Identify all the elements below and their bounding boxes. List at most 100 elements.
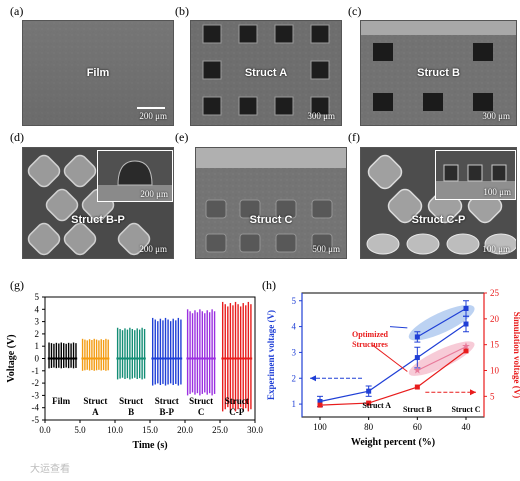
y-tick-label: 2 [35, 329, 40, 339]
inset-struct-c-p: 100 μm [435, 150, 516, 200]
x-tick-label: 20.0 [177, 425, 193, 435]
panel-e-label: (e) [175, 130, 189, 144]
x-tick-label: 40 [462, 422, 472, 432]
struct-c-holes [196, 148, 346, 258]
struct-b-holes [361, 21, 516, 125]
right-axis-arrowhead [470, 389, 476, 396]
panel-e: (e) Struct C 500 μm [175, 130, 350, 260]
inset-scale-label-d: 200 μm [140, 189, 168, 199]
sample-label: Struct [225, 396, 249, 406]
left-tick-label: 1 [292, 399, 297, 409]
series-simulation [317, 348, 469, 408]
series-struct-c [186, 309, 216, 396]
x-tick-label: 30.0 [247, 425, 263, 435]
panel-h-label: (h) [262, 278, 276, 292]
scale-bar-a [137, 107, 165, 109]
data-point-star: ★ [413, 366, 422, 377]
struct-a-annotation: Struct A [362, 401, 391, 410]
sem-image-film: Film 200 μm [22, 20, 174, 126]
series-struct-c-p [221, 301, 253, 412]
scale-label-f: 100 μm [482, 244, 510, 254]
data-point [366, 388, 372, 394]
sem-title-struct-b: Struct B [417, 67, 460, 79]
right-tick-label: 5 [490, 391, 495, 401]
inset-cross-section-c-p [436, 151, 515, 199]
data-point [366, 400, 372, 406]
right-tick-label: 15 [490, 340, 500, 350]
sem-image-struct-b-p: 200 μm Struct B-P 200 μm [22, 147, 174, 259]
x-tick-label: 60 [413, 422, 423, 432]
scale-label-c: 300 μm [482, 111, 510, 121]
sem-image-struct-b: Struct B 300 μm [360, 20, 517, 126]
data-point [414, 355, 420, 361]
panel-a-label: (a) [10, 4, 24, 18]
y-tick-label: 5 [35, 292, 40, 302]
y-tick-label: -3 [32, 390, 40, 400]
right-tick-label: 10 [490, 366, 500, 376]
y-tick-label: 3 [35, 317, 40, 327]
panel-c: (c) Struct B 300 μm [345, 0, 520, 130]
y-tick-label: -5 [32, 415, 40, 425]
left-tick-label: 5 [292, 296, 297, 306]
scale-label-d: 200 μm [139, 244, 167, 254]
scale-label-b: 300 μm [307, 111, 335, 121]
series-optimized-simulation: ★★ [413, 342, 471, 377]
left-tick-label: 3 [292, 347, 297, 357]
sem-title-struct-a: Struct A [244, 67, 288, 79]
optimized-annotation: Optimized [352, 330, 389, 339]
right-tick-label: 25 [490, 288, 500, 298]
sample-label: C-P [229, 407, 244, 417]
voltage-time-chart: -5 -4 -3 -2 -1 0 1 2 3 4 5 0.0 5.0 10.0 15.0 20.0 25.0 30… [6, 292, 263, 451]
series-line [417, 346, 467, 372]
sem-title-struct-c-p: Struct C-P [411, 214, 466, 226]
panel-b-label: (b) [175, 4, 189, 18]
sample-label: A [92, 407, 99, 417]
data-point [317, 402, 323, 408]
left-axis-label: Experiment voltage (V) [266, 310, 276, 400]
y-tick-label: 4 [35, 304, 40, 314]
film-texture [23, 21, 173, 125]
left-tick-label: 2 [292, 373, 297, 383]
series-line [319, 350, 467, 406]
sem-title-struct-c: Struct C [249, 214, 293, 226]
series-line [417, 307, 467, 338]
panel-a: (a) Film 200 μm [0, 0, 175, 130]
x-tick-label: 100 [313, 422, 327, 432]
scale-label-e: 500 μm [312, 244, 340, 254]
optimized-pointer-blue [389, 326, 408, 329]
sem-image-struct-a: Struct A 300 μm [190, 20, 342, 126]
sem-image-struct-c-p: 100 μm Struct C-P 100 μm [360, 147, 517, 259]
x-axis-label: Time (s) [132, 440, 167, 451]
y-tick-label: 0 [35, 354, 40, 364]
sample-label: Struct [119, 396, 143, 406]
x-axis-label: Weight percent (%) [351, 437, 435, 448]
data-point-star: ★ [462, 342, 471, 353]
x-tick-label: 10.0 [107, 425, 123, 435]
sample-label: Struct [83, 396, 107, 406]
data-point [414, 384, 420, 390]
sem-title-struct-b-p: Struct B-P [71, 214, 125, 226]
series-optimized-experiment [414, 300, 469, 343]
y-tick-label: -1 [32, 366, 40, 376]
data-point [463, 321, 469, 327]
data-point [463, 348, 469, 354]
right-axis-label: Simulation voltage (V) [512, 312, 520, 399]
series-line [319, 323, 467, 403]
panel-d: (d) 200 μm Struct B-P 200 μm [0, 130, 175, 260]
inset-scale-label-f: 100 μm [483, 187, 511, 197]
series-struct-a [81, 338, 110, 371]
sample-label: Film [52, 396, 70, 406]
panel-f: (f) 100 μm Struct C-P [345, 130, 520, 260]
series-struct-b-p [151, 317, 183, 386]
panel-b: (b) Struct A 300 μm [175, 0, 350, 130]
x-tick-label: 25.0 [212, 425, 228, 435]
left-axis-arrowhead [310, 375, 316, 382]
scale-label-a: 200 μm [139, 111, 167, 121]
series-film [47, 342, 78, 369]
y-tick-label: -4 [32, 403, 40, 413]
data-point [317, 399, 323, 404]
optimized-annotation: Structures [352, 340, 388, 349]
inset-struct-b-p: 200 μm [97, 150, 173, 202]
x-tick-label: 0.0 [39, 425, 51, 435]
x-tick-label: 15.0 [142, 425, 158, 435]
